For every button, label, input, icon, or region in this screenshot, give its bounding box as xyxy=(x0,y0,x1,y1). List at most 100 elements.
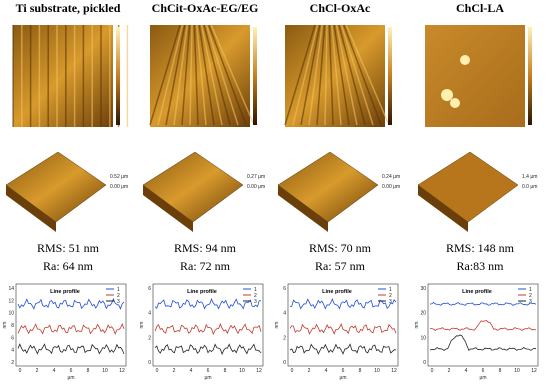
y-tick-label: 6 xyxy=(283,286,286,292)
profile-line xyxy=(289,323,397,335)
profile-title: Line profile xyxy=(187,289,217,295)
texture xyxy=(338,24,366,126)
profile-line xyxy=(17,343,125,355)
afm-3d xyxy=(142,151,244,223)
x-axis-label: μm xyxy=(204,375,211,381)
texture xyxy=(333,24,350,126)
texture xyxy=(340,24,374,126)
y-tick-label: 10 xyxy=(8,311,14,317)
height-max: 0.27 μm xyxy=(247,174,265,180)
legend-label: 2 xyxy=(389,293,392,299)
profile-line xyxy=(429,301,537,306)
x-tick-label: 4 xyxy=(190,368,193,374)
texture xyxy=(316,24,326,126)
rms: RMS: 51 nm xyxy=(37,241,100,255)
texture xyxy=(189,24,193,126)
legend-label: 2 xyxy=(529,293,532,299)
ra: Ra: 64 nm xyxy=(43,259,94,273)
texture xyxy=(157,24,184,126)
y-axis-label: nm xyxy=(414,322,420,329)
afm-3d xyxy=(5,151,107,223)
x-axis-label: μm xyxy=(339,375,346,381)
texture xyxy=(203,24,231,126)
afm-image xyxy=(425,25,525,127)
ra: Ra: 57 nm xyxy=(315,259,366,273)
ra: Ra: 72 nm xyxy=(180,259,231,273)
legend-label: 3 xyxy=(529,299,532,305)
height-min: 0.00 μm xyxy=(110,184,128,190)
profile-line xyxy=(430,320,537,331)
y-axis-label: nm xyxy=(2,322,8,329)
x-axis-label: μm xyxy=(67,375,74,381)
profile-title: Line profile xyxy=(462,289,492,295)
afm-3d-side xyxy=(143,185,193,232)
texture xyxy=(165,24,186,126)
particle xyxy=(441,89,453,101)
y-tick-label: 4 xyxy=(11,348,14,354)
column-title: ChCl-LA xyxy=(456,1,504,15)
x-tick-label: 12 xyxy=(391,368,397,374)
texture xyxy=(308,24,323,126)
y-tick-label: 14 xyxy=(8,286,14,292)
y-axis-label: nm xyxy=(139,322,145,329)
y-tick-label: 10 xyxy=(420,335,426,341)
texture xyxy=(345,24,390,126)
x-tick-label: 8 xyxy=(359,368,362,374)
particle xyxy=(460,55,470,65)
column-title: ChCl-OxAc xyxy=(310,1,371,15)
x-tick-label: 10 xyxy=(374,368,380,374)
y-tick-label: 0 xyxy=(423,360,426,366)
texture xyxy=(324,24,328,126)
y-tick-label: 8 xyxy=(11,323,14,329)
afm-3d-side xyxy=(6,185,56,232)
x-tick-label: 12 xyxy=(531,368,537,374)
height-max: 0.52 μm xyxy=(110,174,128,180)
x-tick-label: 2 xyxy=(36,368,39,374)
legend-label: 1 xyxy=(389,287,392,293)
profile-line xyxy=(17,297,125,310)
height-min: 0.00 μm xyxy=(382,184,400,190)
profile-line xyxy=(154,323,262,335)
y-tick-label: 12 xyxy=(8,298,14,304)
height-min: 0.00 μm xyxy=(247,184,265,190)
y-tick-label: 2 xyxy=(148,335,151,341)
x-tick-label: 10 xyxy=(102,368,108,374)
plot-frame xyxy=(287,283,399,367)
texture xyxy=(208,24,247,126)
ra: Ra:83 nm xyxy=(457,259,505,273)
rms: RMS: 94 nm xyxy=(174,241,237,255)
legend-label: 3 xyxy=(117,299,120,305)
rms: RMS: 148 nm xyxy=(446,241,515,255)
color-bar xyxy=(388,27,392,125)
x-tick-label: 4 xyxy=(325,368,328,374)
afm-3d-side xyxy=(278,185,328,232)
plot-frame xyxy=(427,283,539,367)
texture xyxy=(335,24,358,126)
legend-label: 2 xyxy=(117,293,120,299)
texture xyxy=(173,24,188,126)
x-tick-label: 10 xyxy=(239,368,245,374)
x-tick-label: 12 xyxy=(119,368,125,374)
x-tick-label: 6 xyxy=(70,368,73,374)
column-title: Ti substrate, pickled xyxy=(16,1,121,15)
y-tick-label: 6 xyxy=(11,335,14,341)
texture xyxy=(343,24,382,126)
legend-label: 1 xyxy=(117,287,120,293)
plot-frame xyxy=(15,283,127,367)
profile-title: Line profile xyxy=(322,289,352,295)
legend-label: 3 xyxy=(389,299,392,305)
x-tick-label: 4 xyxy=(53,368,56,374)
color-bar xyxy=(253,27,257,125)
color-bar xyxy=(116,27,120,125)
profile-line xyxy=(17,322,125,335)
legend-label: 3 xyxy=(254,299,257,305)
y-tick-label: 2 xyxy=(283,335,286,341)
afm-3d xyxy=(417,151,519,223)
x-tick-label: 6 xyxy=(207,368,210,374)
height-max: 1.4 μm xyxy=(522,174,537,180)
x-tick-label: 4 xyxy=(465,368,468,374)
profile-line xyxy=(429,334,537,352)
texture xyxy=(300,24,321,126)
x-tick-label: 6 xyxy=(342,368,345,374)
